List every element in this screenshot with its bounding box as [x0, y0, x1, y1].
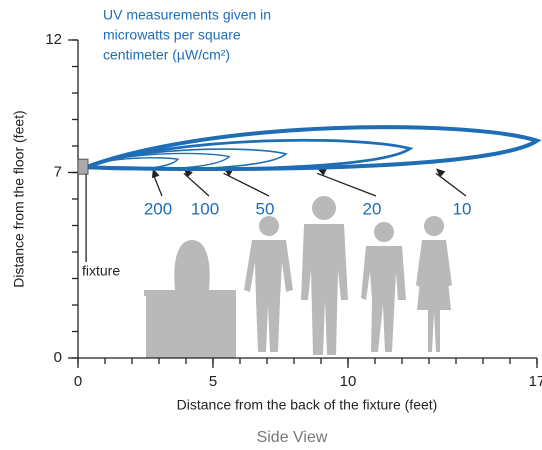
- person: [416, 216, 452, 352]
- x-tick-label: 10: [340, 373, 357, 390]
- title-line: microwatts per square: [103, 27, 241, 43]
- fixture-label: fixture: [82, 263, 120, 279]
- person: [244, 216, 293, 352]
- arrow: [183, 172, 210, 197]
- arrow-head: [151, 168, 160, 179]
- arrow: [316, 172, 377, 197]
- level-label: 100: [191, 199, 219, 218]
- level-label: 20: [363, 199, 382, 218]
- x-tick-label: 17: [529, 373, 542, 390]
- arrow-head: [436, 168, 446, 178]
- caption: Side View: [257, 429, 328, 446]
- contour: [85, 125, 542, 172]
- person: [361, 222, 406, 352]
- title-line: centimeter (µW/cm²): [103, 47, 230, 63]
- title-line: UV measurements given in: [103, 7, 271, 23]
- fixture: [77, 158, 89, 175]
- level-label: 10: [453, 199, 472, 218]
- y-axis-label: Distance from the floor (feet): [11, 110, 27, 287]
- arrow: [435, 172, 467, 197]
- x-tick-label: 5: [209, 373, 217, 390]
- y-tick-label: 0: [54, 349, 62, 366]
- desk: [146, 290, 236, 358]
- y-tick-label: 7: [54, 163, 62, 180]
- x-tick-label: 0: [74, 373, 82, 390]
- level-label: 50: [256, 199, 275, 218]
- silhouettes: [144, 196, 452, 358]
- desk-top: [144, 290, 236, 296]
- x-axis-label: Distance from the back of the fixture (f…: [177, 397, 438, 413]
- level-label: 200: [144, 199, 172, 218]
- arrow: [223, 172, 270, 197]
- seated-person: [174, 240, 210, 290]
- person: [301, 196, 348, 355]
- arrow-head: [317, 168, 327, 176]
- y-tick-label: 12: [45, 31, 62, 48]
